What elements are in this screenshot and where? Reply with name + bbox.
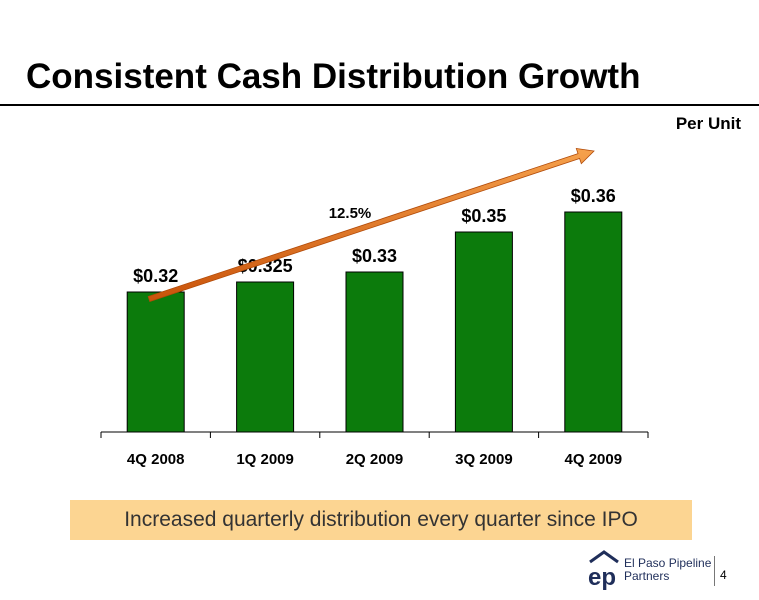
bar-chart: $0.32 $0.325 $0.33 $0.35 $0.36 4Q 2008 1Q 200… [100,148,649,468]
page-title: Consistent Cash Distribution Growth [26,57,641,96]
bars-layer: $0.32 $0.325 $0.33 $0.35 $0.36 [126,186,623,433]
title-divider [0,104,759,106]
data-label-2: $0.33 [352,246,397,266]
logo-line-2: Partners [624,569,670,583]
x-axis: 4Q 2008 1Q 2009 2Q 2009 3Q 2009 4Q 2009 [100,431,649,468]
summary-banner: Increased quarterly distribution every q… [70,500,692,540]
bar-3 [454,231,513,433]
logo-wordmark: El Paso Pipeline Partners [624,557,711,583]
bar-0 [126,291,185,433]
company-logo: ep El Paso Pipeline Partners 4 [586,550,736,590]
unit-label: Per Unit [675,114,741,133]
page-number: 4 [720,568,727,582]
bar-2 [345,271,404,433]
growth-arrow [147,148,595,303]
bar-1 [236,281,295,433]
data-label-0: $0.32 [133,266,178,286]
bar-4 [564,211,623,433]
logo-divider [714,556,715,586]
x-tick-label-3: 3Q 2009 [455,451,513,468]
logo-line-1: El Paso Pipeline [624,556,712,570]
x-tick-label-2: 2Q 2009 [346,451,404,468]
growth-arrow-layer: 12.5% [147,148,595,303]
data-label-4: $0.36 [571,186,616,206]
ep-logo-icon: ep [588,550,619,590]
x-tick-label-0: 4Q 2008 [127,451,185,468]
data-label-3: $0.35 [461,206,506,226]
x-tick-label-4: 4Q 2009 [565,451,623,468]
x-tick-label-1: 1Q 2009 [236,451,294,468]
growth-annotation: 12.5% [329,205,372,222]
data-label-1: $0.325 [238,256,293,276]
logo-mark-text: ep [588,564,616,590]
banner-text: Increased quarterly distribution every q… [124,508,638,531]
